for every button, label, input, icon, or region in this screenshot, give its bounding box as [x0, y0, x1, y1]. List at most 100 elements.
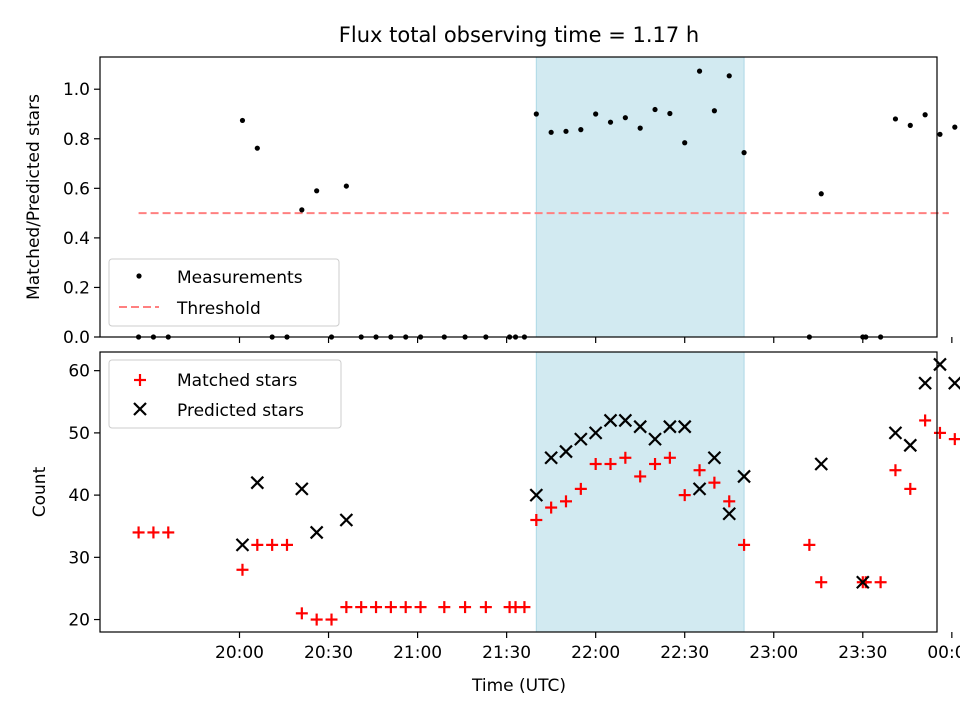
measurement-point — [593, 111, 599, 117]
bottom-xtick-label: 21:00 — [393, 643, 442, 663]
bottom-xtick-label: 21:30 — [482, 643, 531, 663]
top-ytick-label: 0.4 — [63, 229, 90, 249]
bottom-xtick-label: 00:00 — [927, 643, 960, 663]
predicted-star-point — [295, 482, 309, 496]
measurement-point — [239, 117, 246, 124]
matched-star-point — [545, 501, 558, 514]
measurement-point — [548, 129, 554, 135]
matched-star-point — [147, 526, 160, 539]
top-plot-frame — [99, 56, 938, 338]
matched-star-point — [738, 538, 751, 551]
matched-star-point — [815, 576, 828, 589]
matched-star-point — [438, 601, 451, 614]
matched-star-point — [325, 613, 338, 626]
bottom-xtick-label: 22:30 — [660, 643, 709, 663]
legend-x-icon — [133, 402, 147, 416]
top-ytick-label: 0.6 — [63, 179, 90, 199]
predicted-x-b — [722, 506, 737, 521]
legend-threshold-label: Threshold — [176, 299, 261, 319]
predicted-x-b — [677, 419, 692, 434]
bottom-ytick-label: 30 — [68, 548, 90, 568]
matched-star-point — [803, 538, 816, 551]
matched-star-point — [414, 601, 427, 614]
predicted-star-point — [574, 432, 588, 446]
matched-star-point — [649, 458, 662, 470]
matched-star-point — [723, 495, 736, 508]
top-legend: Measurements Threshold — [108, 258, 340, 327]
predicted-x-b — [235, 538, 250, 552]
predicted-star-point — [618, 413, 633, 428]
matched-star-point — [530, 514, 543, 526]
predicted-x-b — [856, 575, 870, 590]
bottom-xtick-label: 23:30 — [838, 643, 887, 663]
predicted-star-point — [559, 444, 573, 459]
measurement-point — [711, 108, 717, 114]
predicted-star-point — [903, 438, 918, 453]
predicted-x-b — [648, 432, 662, 446]
top-axis-ticks: 0.0 0.2 0.4 0.6 0.8 1.0 — [63, 80, 953, 348]
bottom-xtick-label: 20:00 — [215, 643, 264, 663]
top-ylabel: Matched/Predicted stars — [24, 94, 44, 300]
bottom-ylabel: Count — [30, 466, 50, 517]
measurement-point — [314, 188, 320, 194]
top-ytick-label: 1.0 — [63, 80, 90, 100]
matched-star-point — [251, 538, 264, 551]
matched-star-point — [948, 433, 960, 446]
measurement-point — [667, 110, 673, 117]
measurement-point — [682, 140, 688, 146]
top-legend-box — [108, 258, 340, 327]
bottom-ytick-label: 20 — [68, 611, 90, 631]
predicted-star-point — [707, 450, 722, 465]
predicted-star-point — [648, 432, 662, 446]
legend-measurements-label: Measurements — [177, 268, 303, 288]
predicted-star-point — [309, 525, 324, 540]
predicted-star-point — [856, 575, 870, 590]
matched-star-point — [384, 601, 397, 614]
matched-star-point — [162, 526, 175, 539]
matched-star-point — [874, 576, 887, 589]
predicted-star-point — [588, 426, 603, 440]
legend-plus-icon — [134, 374, 146, 386]
matched-star-point — [663, 451, 676, 464]
measurement-point — [726, 73, 732, 79]
predicted-x-b — [903, 438, 918, 453]
bottom-legend: Matched stars Predicted stars — [108, 359, 342, 429]
predicted-star-point — [948, 376, 960, 390]
legend-predicted-label: Predicted stars — [177, 401, 304, 421]
measurement-point — [637, 125, 643, 131]
top-points — [135, 68, 958, 340]
measurement-point — [563, 128, 569, 134]
matched-star-point — [132, 526, 145, 539]
predicted-star-point — [529, 488, 544, 502]
matched-star-point — [574, 482, 587, 495]
measurement-point — [533, 111, 539, 117]
predicted-star-point — [339, 513, 354, 527]
predicted-x-b — [295, 482, 309, 496]
matched-star-point — [933, 426, 946, 439]
predicted-x-b — [663, 419, 677, 434]
predicted-star-point — [918, 376, 932, 390]
measurement-point — [937, 131, 943, 137]
predicted-x-b — [707, 450, 722, 465]
measurement-point — [343, 183, 349, 189]
bottom-panel: 20 30 40 50 60 20:00 20:30 21:00 21:30 22:00 22:30… — [30, 351, 960, 696]
measurement-point — [254, 145, 260, 151]
matched-star-point — [355, 601, 368, 614]
predicted-x-b — [309, 525, 324, 540]
matched-star-point — [889, 464, 902, 477]
observing-span-bottom — [535, 351, 745, 633]
matched-star-point — [559, 495, 572, 508]
top-ytick-label: 0.2 — [63, 278, 90, 298]
matched-star-point — [904, 482, 917, 495]
predicted-star-point — [633, 419, 647, 434]
predicted-star-point — [722, 506, 737, 521]
chart-title: Flux total observing time = 1.17 h — [339, 23, 699, 47]
predicted-star-point — [677, 419, 692, 434]
predicted-star-point — [250, 475, 265, 490]
matched-star-point — [693, 464, 706, 477]
measurement-point — [741, 150, 747, 156]
predicted-star-point — [663, 419, 677, 434]
matched-star-point — [604, 458, 617, 470]
matched-star-point — [634, 470, 647, 483]
measurement-point — [922, 112, 928, 118]
